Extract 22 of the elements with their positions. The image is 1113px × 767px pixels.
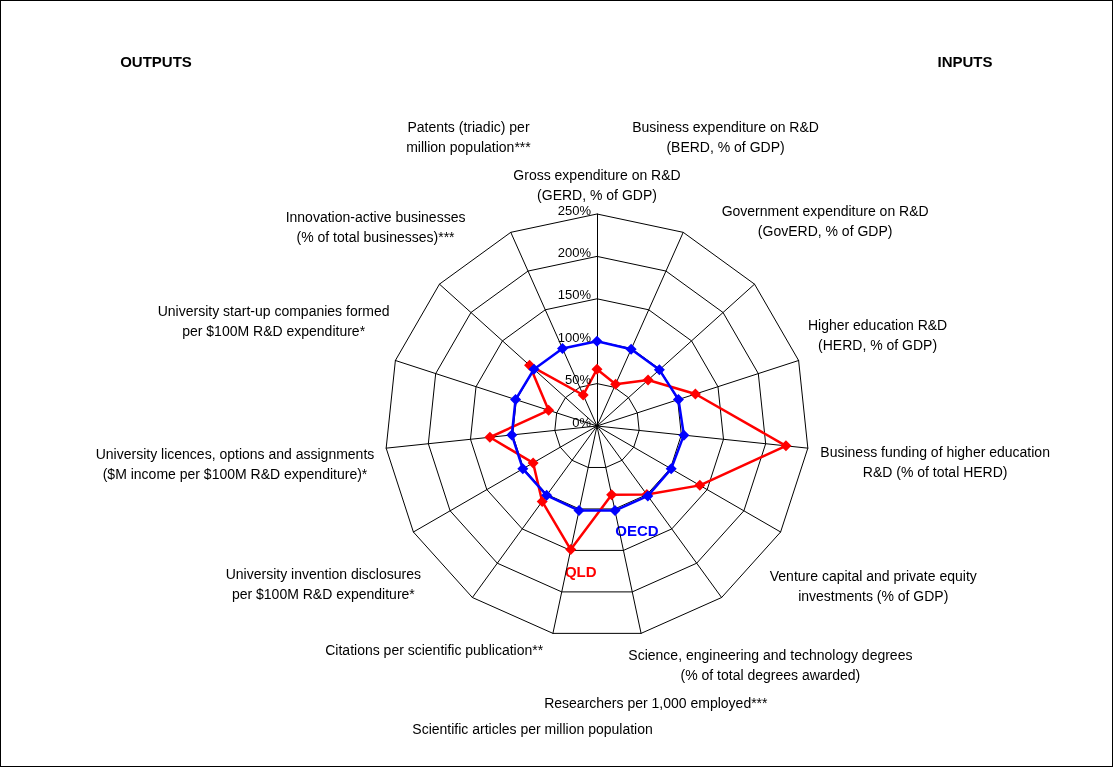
spoke-label: Venture capital and private equity investments (% of GDP): [769, 567, 977, 604]
spoke-label: Researchers per 1,000 employed***: [544, 694, 769, 711]
y-tick-label: 200%: [557, 244, 592, 260]
spoke-label: Government expenditure on R&D (GovERD, % of GDP): [721, 202, 929, 239]
text: INPUTS: [937, 52, 993, 70]
spoke-label: Business expenditure on R&D (BERD, % of GDP): [632, 119, 819, 156]
spoke-label: Gross expenditure on R&D (GERD, % of GDP): [513, 167, 681, 203]
spoke-label: University start-up companies formed per $100M R&D expenditure*: [157, 302, 390, 339]
series-label: OECD: [615, 522, 659, 540]
y-tick-label: 150%: [557, 287, 592, 303]
spoke-label: Citations per scientific publication**: [325, 642, 544, 659]
spoke-label: Higher education R&D (HERD, % of GDP): [807, 316, 948, 353]
spoke-label: University licences, options and assignments ($M income per $100M R&D expenditure)*: [95, 446, 375, 483]
spoke-label: Scientific articles per million population: [412, 721, 653, 738]
spoke-label: Patents (triadic) per million population***: [406, 119, 532, 156]
spoke-label: University invention disclosures per $100M R&D expenditure*: [225, 566, 421, 602]
y-tick-label: 250%: [557, 202, 592, 218]
spoke-label: Science, engineering and technology degrees (% of total degrees awarded): [628, 646, 913, 683]
y-tick-label: 100%: [557, 329, 592, 345]
text: OUTPUTS: [120, 52, 192, 70]
spoke-label: Innovation-active businesses (% of total businesses)***: [285, 208, 466, 245]
spoke-label: Business funding of higher education R&D (% of total HERD): [820, 443, 1050, 480]
